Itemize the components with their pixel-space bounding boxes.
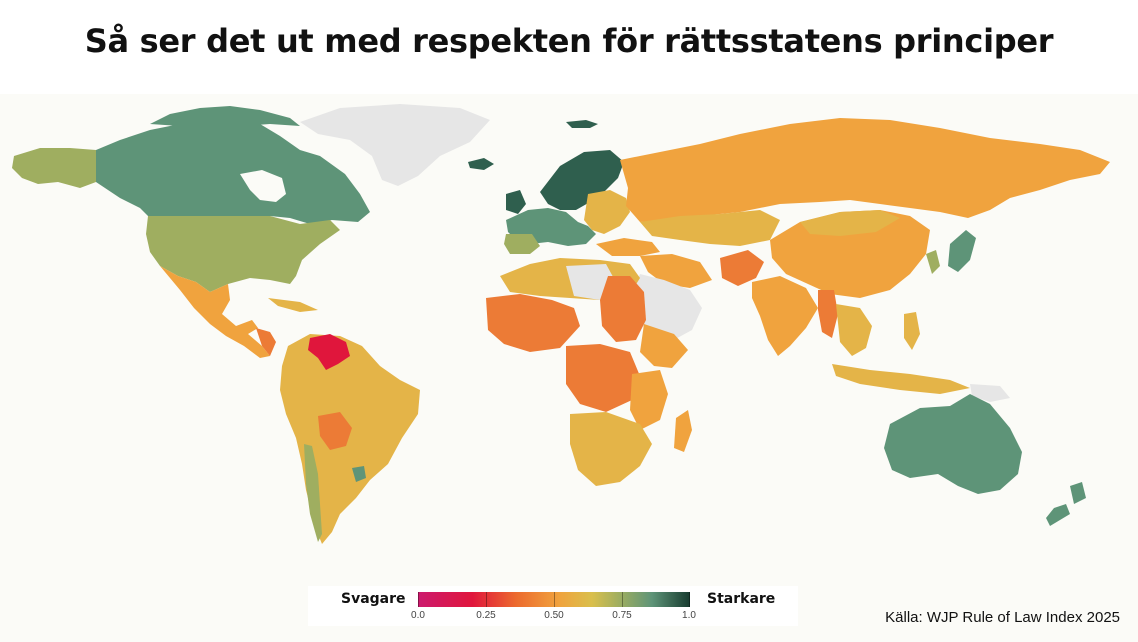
- region-australia: [884, 394, 1022, 494]
- legend-tick-label-3: 0.75: [612, 610, 632, 621]
- region-arabian-peninsula: [630, 274, 702, 342]
- region-caribbean: [268, 298, 318, 312]
- legend-tick-1: [486, 592, 487, 607]
- legend-tick-label-0: 0.0: [411, 610, 425, 621]
- region-southeast-asia: [836, 304, 872, 356]
- region-russia: [620, 118, 1110, 222]
- region-turkey: [596, 238, 660, 256]
- legend-tick-2: [554, 592, 555, 607]
- region-afghanistan: [720, 250, 764, 286]
- legend-tick-label-1: 0.25: [476, 610, 496, 621]
- region-sudan: [600, 276, 646, 342]
- region-india: [752, 276, 818, 356]
- region-west-africa: [486, 294, 580, 352]
- region-madagascar: [674, 410, 692, 452]
- source-note: Källa: WJP Rule of Law Index 2025: [885, 609, 1120, 626]
- legend-tick-4: [689, 592, 690, 607]
- region-indonesia: [832, 364, 970, 394]
- legend-tick-label-2: 0.50: [544, 610, 564, 621]
- legend: Svagare 0.0 0.25 0.50 0.75 1.0 Starkare: [308, 586, 798, 626]
- region-central-africa: [566, 344, 640, 412]
- region-new-zealand: [1046, 482, 1086, 526]
- region-papua: [970, 384, 1010, 402]
- region-greenland: [300, 104, 490, 186]
- region-uk-ireland: [506, 190, 526, 214]
- region-korea: [926, 250, 940, 274]
- region-philippines: [904, 312, 920, 350]
- region-southern-africa: [570, 412, 652, 486]
- region-mongolia: [800, 210, 900, 236]
- region-japan: [948, 230, 976, 272]
- region-iceland: [468, 158, 494, 170]
- region-central-america: [256, 328, 276, 356]
- legend-strong-label: Starkare: [707, 591, 776, 607]
- region-east-africa: [630, 370, 668, 430]
- world-map: [0, 94, 1138, 642]
- region-bolivia: [318, 412, 352, 450]
- legend-color-bar: [418, 592, 690, 607]
- region-venezuela: [308, 334, 350, 370]
- region-iberia: [504, 234, 540, 254]
- world-map-svg: [0, 94, 1138, 642]
- region-central-asia: [640, 210, 780, 246]
- legend-tick-label-4: 1.0: [682, 610, 696, 621]
- legend-weak-label: Svagare: [341, 591, 406, 607]
- region-chile: [304, 444, 322, 542]
- region-nordic: [540, 150, 624, 210]
- region-eastern-europe: [584, 190, 630, 234]
- region-svalbard: [566, 120, 598, 128]
- region-canada: [96, 120, 370, 224]
- region-canada-islands: [150, 106, 300, 126]
- region-uruguay: [352, 466, 366, 482]
- legend-tick-3: [622, 592, 623, 607]
- region-alaska: [12, 148, 96, 188]
- region-myanmar: [818, 290, 838, 338]
- region-united-states: [146, 216, 340, 292]
- legend-tick-0: [418, 592, 419, 607]
- region-mexico: [160, 266, 270, 358]
- region-hudson-bay: [240, 170, 286, 202]
- region-horn-of-africa: [640, 324, 688, 368]
- map-title: Så ser det ut med respekten för rättssta…: [84, 22, 1054, 60]
